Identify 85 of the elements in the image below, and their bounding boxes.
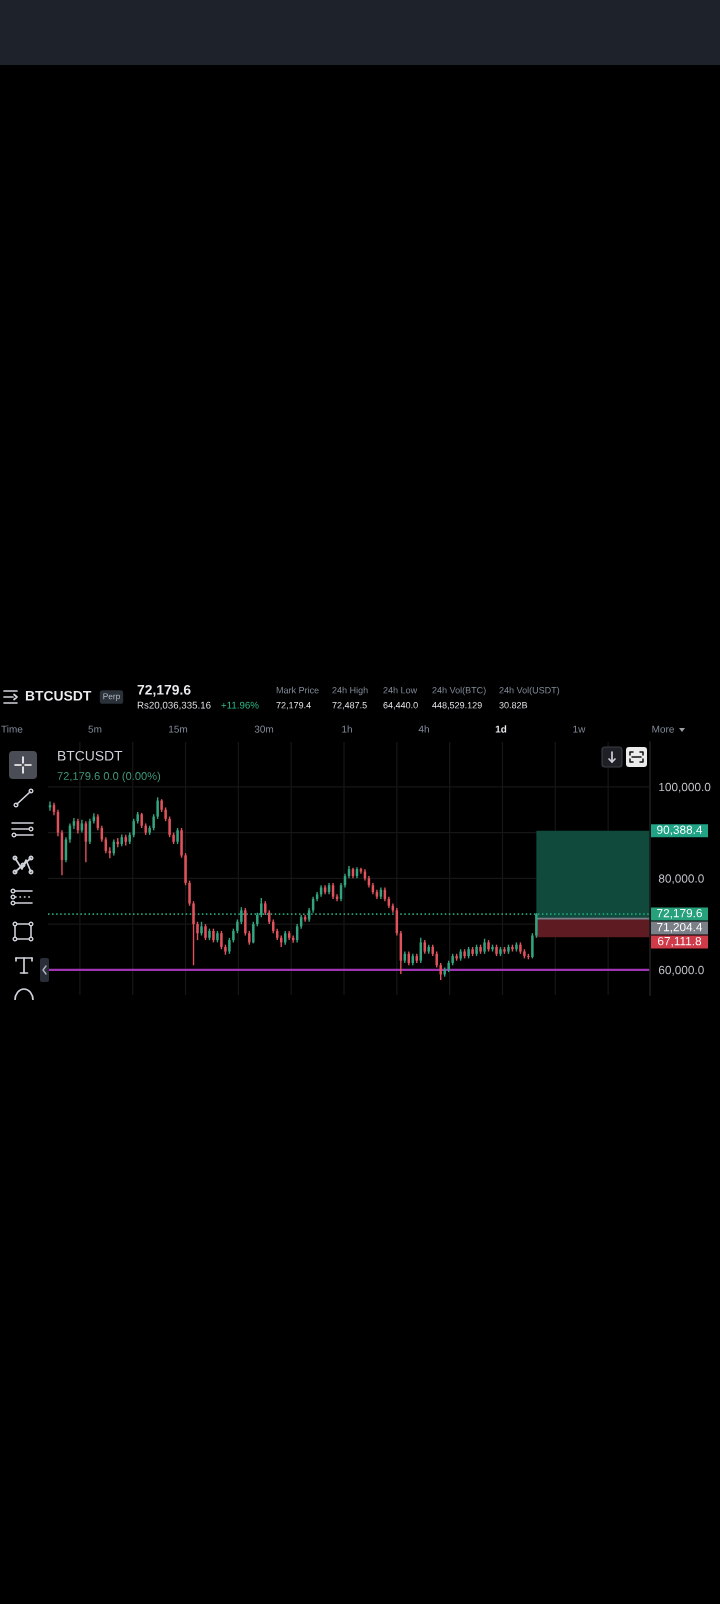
- text: 72,179.4: [276, 702, 311, 710]
- candlestick: [184, 852, 187, 886]
- candlestick: [196, 921, 199, 941]
- candlestick: [220, 930, 223, 950]
- candlestick: [132, 818, 135, 838]
- candlestick: [224, 943, 227, 956]
- candlestick: [519, 941, 522, 955]
- text: 24h High: [332, 686, 368, 696]
- band-label: 67,111.8: [658, 936, 702, 947]
- candlestick: [483, 938, 486, 955]
- candlestick: [236, 918, 239, 934]
- candlestick: [212, 927, 215, 944]
- text: +11.96%: [221, 701, 259, 709]
- candlestick: [148, 825, 151, 836]
- candlestick: [248, 930, 251, 946]
- candlestick: [168, 815, 171, 838]
- candlestick: [499, 946, 502, 957]
- band-label: 90,388.4: [657, 825, 703, 836]
- candlestick: [244, 907, 247, 937]
- candlestick: [164, 806, 167, 822]
- candlestick: [475, 943, 478, 957]
- text: 5m: [88, 725, 102, 733]
- text: Rs20,036,335.16: [137, 701, 211, 710]
- candlestick: [515, 941, 518, 953]
- text: 1w: [573, 725, 586, 733]
- text: 4h: [418, 725, 429, 733]
- candlestick: [487, 939, 490, 953]
- text: 1h: [342, 725, 352, 733]
- chart-title: BTCUSDT: [58, 750, 123, 761]
- y-tick-label: 80,000.0: [658, 874, 704, 885]
- candlestick: [491, 943, 494, 953]
- candlestick: [156, 796, 159, 820]
- text: 448,529.129: [432, 702, 482, 710]
- text: 72,179.6: [137, 684, 191, 697]
- text: 30m: [254, 725, 274, 733]
- text: Perp: [103, 693, 120, 701]
- candlestick: [228, 937, 231, 955]
- text: 72,487.5: [332, 702, 367, 710]
- candlestick: [507, 943, 510, 955]
- text: 24h Low: [383, 686, 418, 694]
- candlestick: [152, 813, 155, 831]
- candlestick: [511, 943, 514, 953]
- candlestick: [479, 943, 482, 955]
- y-tick-label: 100,000.0: [659, 782, 711, 793]
- candlestick: [467, 946, 470, 960]
- candlestick: [503, 946, 506, 955]
- candlestick: [180, 827, 183, 859]
- candlestick: [523, 948, 526, 960]
- text: Mark Price: [276, 686, 319, 694]
- candlestick: [216, 930, 219, 944]
- candlestick: [204, 923, 207, 941]
- candlestick: [208, 927, 211, 941]
- candlestick: [192, 900, 195, 966]
- candlestick: [531, 932, 534, 960]
- candlestick: [188, 879, 191, 907]
- candlestick: [240, 906, 243, 925]
- candlestick: [527, 953, 530, 961]
- text: 24h Vol(BTC): [432, 686, 486, 696]
- candlestick: [176, 827, 179, 845]
- text: 72,179.6 0.0 (0.00%): [57, 771, 161, 783]
- candlestick: [260, 897, 263, 918]
- text: 64,440.0: [383, 702, 418, 710]
- candlestick: [495, 943, 498, 957]
- candlestick: [252, 921, 255, 944]
- ref-line-label: 71,204.4: [657, 922, 703, 933]
- candlestick: [463, 948, 466, 960]
- candlestick: [172, 831, 175, 845]
- candlestick: [232, 927, 235, 944]
- candlestick: [447, 959, 450, 973]
- text: 1d: [495, 725, 507, 733]
- candlestick: [455, 953, 458, 962]
- candlestick: [200, 921, 203, 937]
- text: 24h Vol(USDT): [499, 686, 560, 696]
- candlestick: [160, 798, 163, 813]
- candlestick: [459, 948, 462, 962]
- ref-line-label: 72,179.6: [657, 908, 702, 919]
- candlestick: [451, 953, 454, 966]
- text: 30.82B: [499, 702, 528, 709]
- candlestick: [471, 946, 474, 957]
- candlestick: [535, 912, 538, 939]
- text: More: [652, 725, 674, 733]
- text: 15m: [169, 725, 188, 733]
- text: BTCUSDT: [25, 690, 92, 701]
- text: Time: [1, 725, 23, 733]
- y-tick-label: 60,000.0: [658, 965, 704, 976]
